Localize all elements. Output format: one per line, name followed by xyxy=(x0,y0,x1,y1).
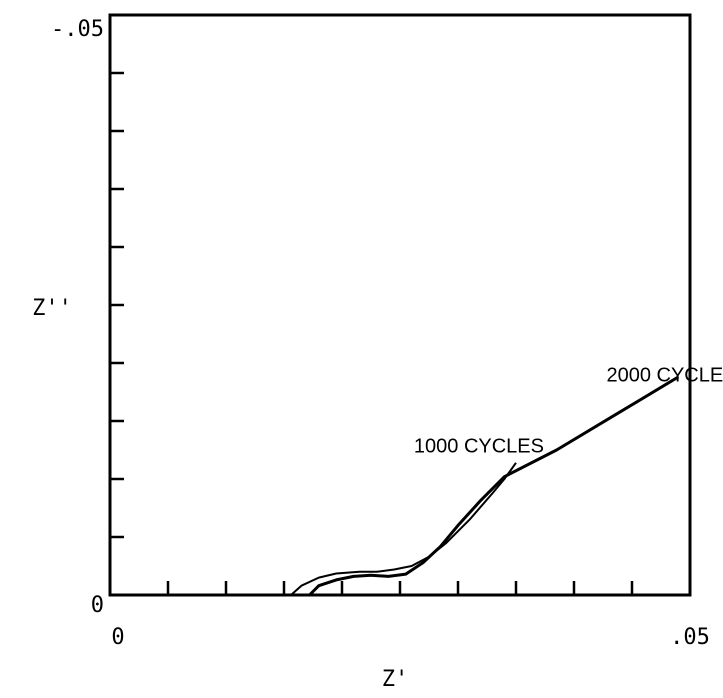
y-tick-label-zero: 0 xyxy=(91,593,104,618)
y-axis-ticks xyxy=(110,71,124,539)
annotation-1000-cycles: 1000 CYCLES xyxy=(414,435,544,457)
series-line-2000-cycles xyxy=(308,375,680,597)
series-line-1000-cycles xyxy=(290,462,517,596)
series-lines xyxy=(290,375,680,597)
y-tick-label-max: -.05 xyxy=(51,17,104,42)
y-axis-label: Z'' xyxy=(32,296,72,321)
x-tick-label-zero: 0 xyxy=(111,625,124,650)
series-annotations: 2000 CYCLES 1000 CYCLES xyxy=(414,365,723,458)
x-axis-label: Z' xyxy=(382,667,409,692)
x-axis-ticks xyxy=(166,581,634,595)
plot-frame xyxy=(108,13,692,597)
x-tick-label-max: .05 xyxy=(670,625,710,650)
annotation-2000-cycles: 2000 CYCLES xyxy=(606,365,723,387)
